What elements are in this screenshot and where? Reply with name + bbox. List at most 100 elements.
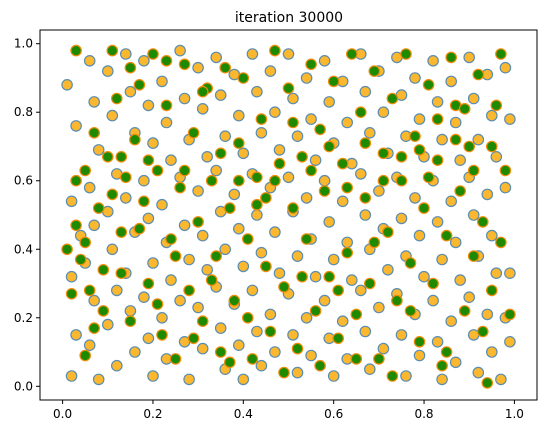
- scatter-point-s1-95: [476, 216, 489, 228]
- scatter-point-s0-128: [341, 116, 353, 129]
- scatter-point-s1-85: [431, 154, 444, 166]
- scatter-point-s1-38: [219, 61, 231, 74]
- scatter-point-s0-110: [300, 72, 313, 84]
- scatter-point-s1-90: [454, 185, 466, 197]
- scatter-point-s1-99: [495, 236, 507, 249]
- scatter-point-s1-124: [97, 305, 110, 317]
- scatter-point-s0-151: [377, 342, 390, 355]
- scatter-point-s1-141: [341, 181, 353, 194]
- scatter-point-s0-38: [138, 291, 150, 303]
- scatter-point-s1-133: [196, 85, 209, 98]
- scatter-point-s1-81: [413, 335, 426, 348]
- scatter-point-s1-39: [224, 202, 236, 214]
- scatter-point-s1-3: [74, 253, 87, 266]
- scatter-point-s0-11: [88, 219, 100, 232]
- scatter-point-s0-85: [251, 85, 263, 98]
- scatter-point-s1-148: [467, 164, 480, 177]
- scatter-point-s0-197: [490, 151, 503, 163]
- scatter-point-s1-149: [485, 140, 498, 153]
- scatter-point-s1-75: [386, 92, 399, 105]
- y-tick-label: 0.2: [14, 311, 33, 325]
- scatter-point-s1-22: [147, 48, 159, 60]
- scatter-point-s1-65: [341, 246, 353, 259]
- scatter-point-s0-168: [413, 349, 426, 362]
- scatter-point-s0-171: [436, 133, 448, 146]
- scatter-point-s0-17: [106, 109, 119, 122]
- scatter-point-s0-170: [431, 96, 444, 108]
- scatter-point-s0-176: [431, 335, 444, 348]
- scatter-point-s0-106: [291, 250, 304, 262]
- scatter-point-s1-47: [260, 260, 272, 273]
- scatter-point-s0-137: [363, 127, 376, 139]
- scatter-point-s1-32: [192, 216, 204, 228]
- scatter-point-s0-34: [147, 137, 159, 149]
- scatter-point-s1-77: [395, 174, 408, 187]
- scatter-point-s1-63: [332, 332, 344, 345]
- scatter-point-s1-73: [377, 147, 390, 160]
- scatter-point-s0-141: [354, 284, 367, 297]
- scatter-point-s1-37: [214, 346, 227, 358]
- scatter-point-s1-67: [350, 308, 363, 321]
- scatter-point-s0-2: [65, 195, 78, 208]
- scatter-point-s0-160: [400, 370, 412, 382]
- scatter-point-s1-48: [264, 325, 277, 338]
- scatter-point-s0-198: [481, 188, 494, 201]
- scatter-point-s1-139: [305, 164, 317, 177]
- scatter-point-s0-65: [196, 342, 209, 355]
- scatter-point-s1-23: [151, 164, 164, 177]
- scatter-point-s0-118: [318, 54, 331, 67]
- scatter-point-s0-132: [345, 274, 358, 286]
- scatter-point-s1-136: [251, 198, 263, 211]
- scatter-point-s1-11: [102, 151, 114, 163]
- scatter-point-s1-41: [233, 137, 245, 149]
- scatter-point-s0-194: [472, 366, 485, 379]
- axes-layer: 0.0 0.2 0.4 0.6 0.8 1.0 0.0 0.2 0.4 0.6 0.8 1.0: [14, 29, 538, 421]
- scatter-point-s0-200: [490, 267, 503, 279]
- scatter-point-s0-149: [382, 263, 394, 276]
- scatter-point-s1-31: [187, 127, 200, 139]
- scatter-point-s1-46: [255, 113, 268, 125]
- scatter-point-s0-108: [287, 329, 299, 341]
- scatter-point-s0-42: [160, 116, 173, 129]
- scatter-point-s0-27: [120, 192, 132, 204]
- scatter-point-s1-5: [79, 164, 91, 177]
- scatter-point-s1-132: [178, 164, 191, 177]
- scatter-point-s0-13: [88, 294, 100, 307]
- scatter-point-s0-182: [449, 236, 462, 249]
- scatter-point-s0-175: [427, 294, 439, 307]
- scatter-point-s0-62: [196, 229, 209, 242]
- scatter-point-s0-8: [88, 96, 100, 108]
- scatter-point-s1-88: [445, 51, 457, 64]
- scatter-point-s0-124: [318, 294, 331, 307]
- scatter-point-s1-68: [354, 106, 367, 118]
- scatter-point-s1-44: [246, 353, 259, 365]
- scatter-point-s0-82: [233, 339, 245, 351]
- scatter-point-s0-113: [300, 192, 313, 204]
- scatter-point-s1-57: [305, 58, 317, 71]
- scatter-point-s1-13: [111, 92, 123, 105]
- x-tick-label: 0.6: [324, 407, 343, 421]
- scatter-point-s0-84: [246, 48, 259, 60]
- scatter-point-s0-68: [219, 130, 231, 142]
- scatter-point-s1-96: [481, 377, 494, 389]
- scatter-point-s0-93: [264, 65, 277, 77]
- scatter-point-s1-83: [422, 79, 435, 91]
- scatter-point-s1-123: [115, 267, 128, 279]
- scatter-point-s0-80: [237, 260, 250, 273]
- scatter-point-s0-181: [445, 195, 457, 208]
- scatter-point-s0-188: [472, 133, 485, 146]
- scatter-point-s1-113: [296, 270, 308, 283]
- scatter-point-s0-206: [504, 267, 516, 279]
- scatter-point-s0-178: [445, 75, 457, 88]
- scatter-point-s1-62: [327, 75, 340, 88]
- scatter-point-s1-102: [495, 48, 507, 60]
- scatter-point-s0-166: [418, 270, 430, 283]
- scatter-point-s0-169: [427, 54, 439, 67]
- scatter-point-s0-60: [201, 151, 213, 163]
- scatter-point-s1-26: [165, 233, 177, 245]
- scatter-point-s0-150: [373, 301, 385, 314]
- scatter-point-s0-139: [359, 209, 372, 221]
- scatter-point-s1-144: [395, 151, 408, 163]
- scatter-point-s1-126: [70, 174, 82, 187]
